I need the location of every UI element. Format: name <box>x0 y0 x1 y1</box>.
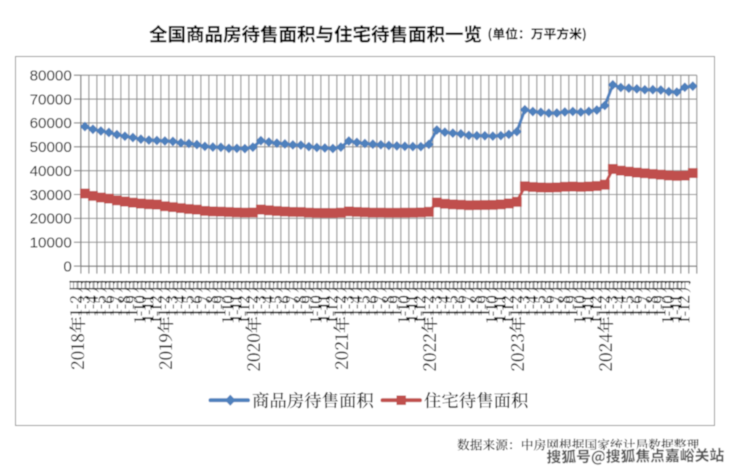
svg-text:70000: 70000 <box>30 91 72 108</box>
svg-text:60000: 60000 <box>30 115 72 132</box>
svg-text:80000: 80000 <box>30 68 72 85</box>
svg-text:10000: 10000 <box>30 235 72 252</box>
svg-text:20000: 20000 <box>30 211 72 228</box>
svg-text:50000: 50000 <box>30 139 72 156</box>
svg-text:0: 0 <box>63 258 71 275</box>
svg-text:40000: 40000 <box>30 163 72 180</box>
svg-text:30000: 30000 <box>30 187 72 204</box>
